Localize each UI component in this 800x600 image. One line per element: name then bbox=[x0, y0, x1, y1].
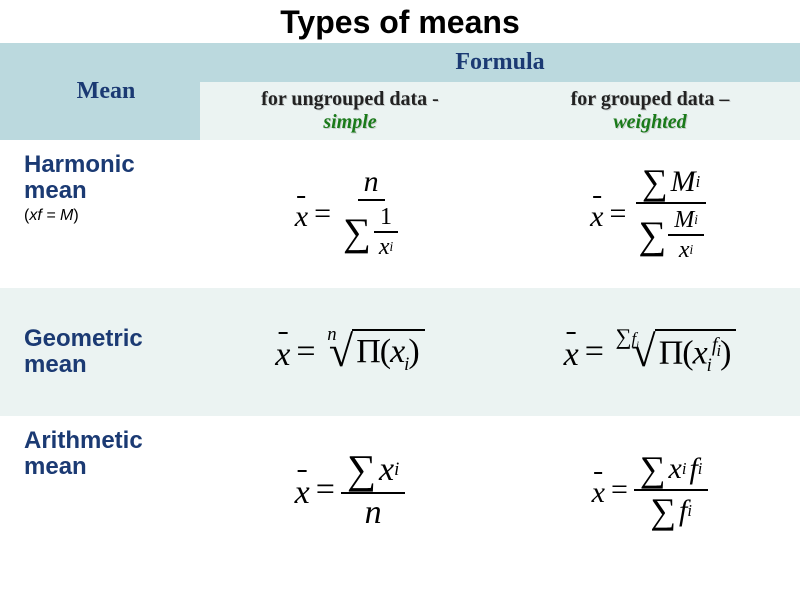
formula-arithmetic-weighted: x= ∑ xi fi ∑ fi bbox=[500, 416, 800, 564]
rowlabel-harmonic-text: Harmonic mean bbox=[24, 151, 135, 204]
page-title: Types of means bbox=[0, 0, 800, 43]
header-ungrouped-prefix: for ungrouped data - bbox=[261, 88, 439, 110]
formula-harmonic-simple: x= n ∑ 1 xi bbox=[200, 140, 500, 288]
rowlabel-harmonic: Harmonic mean (xf = M) bbox=[12, 140, 200, 288]
rowlabel-arithmetic-text: Arithmetic mean bbox=[24, 427, 143, 480]
rowlabel-harmonic-sub: (xf = M) bbox=[24, 207, 192, 225]
row-harmonic: Harmonic mean (xf = M) x= n ∑ 1 xi bbox=[0, 140, 800, 288]
rowlabel-arithmetic: Arithmetic mean bbox=[12, 416, 200, 564]
means-table: Mean Formula for ungrouped data - simple… bbox=[0, 43, 800, 564]
row-arithmetic: Arithmetic mean x= ∑ xi n x= ∑ bbox=[0, 416, 800, 564]
header-ungrouped: for ungrouped data - simple bbox=[200, 82, 500, 140]
formula-geometric-weighted: x= ∑fi √ Π(xifi) bbox=[500, 288, 800, 416]
header-grouped: for grouped data – weighted bbox=[500, 82, 800, 140]
rowlabel-geometric-text: Geometric mean bbox=[24, 325, 143, 378]
header-formula: Formula bbox=[200, 43, 800, 82]
formula-harmonic-weighted: x= ∑ Mi ∑ Mi xi bbox=[500, 140, 800, 288]
header-ungrouped-emph: simple bbox=[323, 111, 376, 133]
header-grouped-prefix: for grouped data – bbox=[571, 88, 730, 110]
header-corner bbox=[0, 43, 12, 140]
header-grouped-emph: weighted bbox=[613, 111, 686, 133]
formula-arithmetic-simple: x= ∑ xi n bbox=[200, 416, 500, 564]
header-mean: Mean bbox=[12, 43, 200, 140]
formula-geometric-simple: x= n√ Π(xi) bbox=[200, 288, 500, 416]
rowlabel-geometric: Geometric mean bbox=[12, 288, 200, 416]
row-geometric: Geometric mean x= n√ Π(xi) x= ∑fi bbox=[0, 288, 800, 416]
